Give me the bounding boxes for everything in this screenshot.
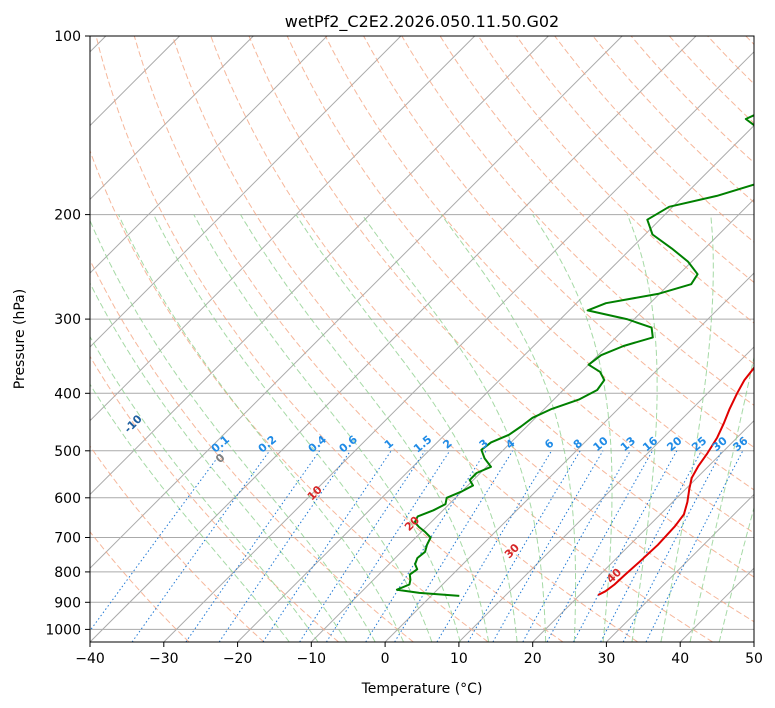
dry-adiabat-line <box>90 530 190 642</box>
y-tick-label: 1000 <box>45 622 81 638</box>
x-tick-label: −20 <box>223 651 253 667</box>
isotherm-line <box>753 641 754 642</box>
y-axis-title: Pressure (hPa) <box>12 289 28 389</box>
x-tick-label: 20 <box>524 651 542 667</box>
moist-adiabat-line <box>90 335 319 642</box>
moist-adiabat-line <box>361 214 547 642</box>
x-tick-label: 10 <box>450 651 468 667</box>
x-tick-label: −40 <box>75 651 105 667</box>
dry-adiabat-line <box>90 355 339 642</box>
x-axis-title: Temperature (°C) <box>361 681 483 697</box>
dry-adiabat-line <box>248 36 754 578</box>
mixing-ratio-line <box>546 450 653 642</box>
dry-adiabat-line <box>90 258 414 642</box>
mixing-ratio-line <box>394 450 514 642</box>
dry-adiabat-line <box>401 36 754 406</box>
x-tick-label: 40 <box>671 651 689 667</box>
x-tick-label: 0 <box>381 651 390 667</box>
mixing-ratio-line <box>573 450 678 642</box>
grid-layer <box>90 36 754 642</box>
y-tick-label: 200 <box>54 208 81 224</box>
moist-adiabat-line <box>532 214 613 642</box>
plot-frame <box>89 35 755 643</box>
mixing-ratio-line <box>522 450 631 642</box>
dry-adiabat-line <box>363 36 754 448</box>
mixing-ratio-line <box>131 450 271 642</box>
isotherm-line <box>237 124 754 642</box>
y-tick-label: 800 <box>54 565 81 581</box>
x-axis: −40 −30 −20 −10 0 10 20 30 40 50 <box>75 642 763 667</box>
mixing-ratio-line <box>325 450 451 642</box>
moist-adiabat-line <box>689 354 754 642</box>
isotherm-line <box>90 36 697 642</box>
dry-adiabat-line <box>95 36 564 642</box>
isotherm-line <box>458 346 754 642</box>
isotherm-line <box>90 36 476 422</box>
plot-area <box>90 36 754 642</box>
moist-adiabat-line <box>193 214 461 642</box>
y-tick-label: 300 <box>54 312 81 328</box>
moist-adiabat-line <box>626 214 658 642</box>
dry-adiabat-line <box>210 36 754 623</box>
mixing-ratio-line <box>218 450 351 642</box>
mixing-ratio-line <box>185 450 321 642</box>
x-tick-label: 30 <box>597 651 615 667</box>
y-tick-label: 100 <box>54 29 81 45</box>
y-axis: 1000 900 800 700 600 500 400 300 200 100 <box>45 29 90 638</box>
moist-adiabat-line <box>440 214 577 642</box>
dry-adiabat-line <box>439 36 754 365</box>
dewpoint-profile-line <box>395 114 754 597</box>
isotherm-line <box>384 272 754 642</box>
mixing-ratio-line <box>365 450 487 642</box>
x-tick-label: 50 <box>745 651 763 667</box>
moist-adiabat-line <box>90 383 290 642</box>
dry-adiabat-line <box>324 36 754 491</box>
y-tick-label: 700 <box>54 531 81 547</box>
mixing-ratio-line <box>467 450 581 642</box>
isotherm-line <box>90 36 254 201</box>
y-tick-label: 600 <box>54 491 81 507</box>
mixing-ratio-line <box>492 450 604 642</box>
moist-adiabat-line <box>118 214 404 642</box>
x-tick-label: −30 <box>149 651 179 667</box>
temperature-profile-line <box>597 366 754 596</box>
y-tick-label: 400 <box>54 386 81 402</box>
moist-adiabat-line <box>90 219 376 642</box>
y-tick-label: 500 <box>54 444 81 460</box>
moist-adiabat-line <box>295 214 518 642</box>
dry-adiabat-line <box>286 36 754 534</box>
isotherm-line <box>90 36 623 569</box>
moist-adiabat-line <box>240 214 490 642</box>
moist-adiabat-line <box>153 214 433 642</box>
isotherm-line <box>90 36 328 274</box>
isotherm-line <box>606 493 754 642</box>
isotherm-line <box>163 51 754 642</box>
x-tick-label: −10 <box>297 651 327 667</box>
mixing-ratio-line <box>436 450 553 642</box>
series-layer <box>395 114 754 597</box>
chart-title: wetPf2_C2E2.2026.050.11.50.G02 <box>285 12 559 32</box>
y-tick-label: 900 <box>54 595 81 611</box>
isotherm-line <box>90 36 549 496</box>
isotherm-line <box>532 419 754 642</box>
moist-adiabat-line <box>90 282 348 642</box>
isotherm-line <box>90 36 402 348</box>
